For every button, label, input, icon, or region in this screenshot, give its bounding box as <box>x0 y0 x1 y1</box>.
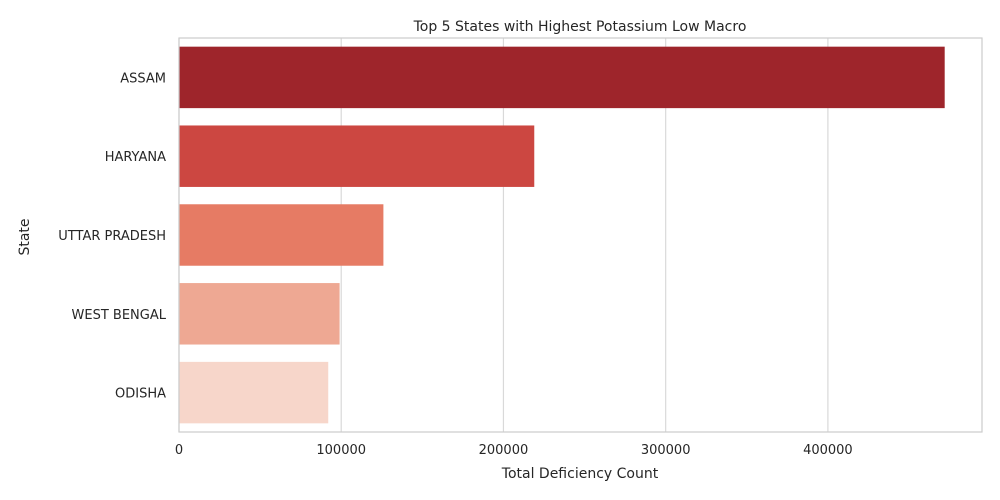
bar-assam <box>179 46 945 109</box>
bar-haryana <box>179 125 535 187</box>
bar-west-bengal <box>179 283 340 345</box>
x-axis-label: Total Deficiency Count <box>501 466 659 482</box>
bar-uttar-pradesh <box>179 204 384 266</box>
x-tick-label: 200000 <box>479 443 529 458</box>
x-tick-label: 100000 <box>316 443 366 458</box>
x-tick-label: 0 <box>175 443 183 458</box>
x-tick-label: 300000 <box>641 443 691 458</box>
y-tick-label: WEST BENGAL <box>72 308 167 323</box>
y-tick-label: UTTAR PRADESH <box>58 229 166 244</box>
y-axis-label: State <box>17 218 33 255</box>
x-tick-label: 400000 <box>803 443 853 458</box>
y-tick-label: ODISHA <box>115 387 166 402</box>
bars <box>179 46 945 424</box>
bar-odisha <box>179 361 329 424</box>
chart-title: Top 5 States with Highest Potassium Low … <box>413 19 747 35</box>
x-tick-labels: 0 100000 200000 300000 400000 <box>175 443 853 458</box>
y-tick-label: ASSAM <box>120 71 166 86</box>
y-tick-labels: ASSAM HARYANA UTTAR PRADESH WEST BENGAL ODIS… <box>58 71 166 401</box>
plot-frame <box>178 37 983 433</box>
y-tick-label: HARYANA <box>105 150 166 165</box>
